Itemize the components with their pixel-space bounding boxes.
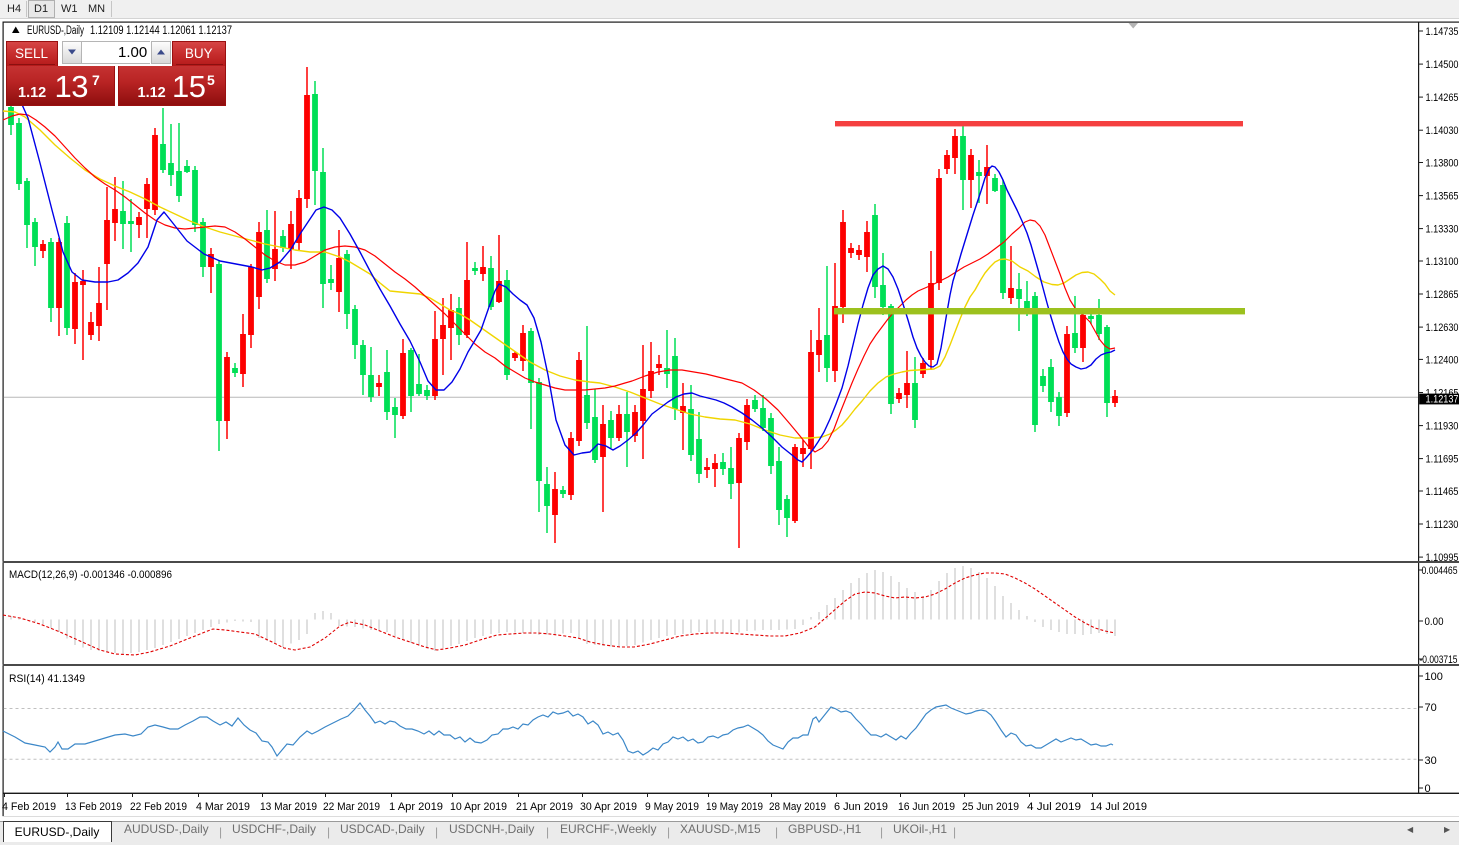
svg-text:21 Apr 2019: 21 Apr 2019 <box>516 801 573 813</box>
svg-text:6 Jun 2019: 6 Jun 2019 <box>834 801 888 813</box>
svg-text:16 Jun 2019: 16 Jun 2019 <box>898 801 955 813</box>
svg-text:1.13800: 1.13800 <box>1426 158 1459 170</box>
svg-text:1.12137: 1.12137 <box>1426 394 1459 406</box>
svg-text:1.13100: 1.13100 <box>1426 256 1459 268</box>
svg-text:-0.003715: -0.003715 <box>1420 654 1458 666</box>
svg-text:EURUSD-,Daily: EURUSD-,Daily <box>27 25 84 37</box>
svg-text:30: 30 <box>1425 755 1437 767</box>
svg-text:22 Mar 2019: 22 Mar 2019 <box>323 801 380 813</box>
svg-text:13 Mar 2019: 13 Mar 2019 <box>260 801 317 813</box>
svg-text:30 Apr 2019: 30 Apr 2019 <box>580 801 637 813</box>
svg-text:28 May 2019: 28 May 2019 <box>769 801 826 813</box>
svg-text:0: 0 <box>1425 783 1431 795</box>
svg-text:70: 70 <box>1425 702 1437 714</box>
svg-text:RSI(14) 41.1349: RSI(14) 41.1349 <box>9 673 85 685</box>
svg-text:1.12400: 1.12400 <box>1426 354 1459 366</box>
svg-text:25 Jun 2019: 25 Jun 2019 <box>962 801 1019 813</box>
svg-text:1.14735: 1.14735 <box>1426 26 1459 38</box>
svg-text:1.11930: 1.11930 <box>1426 421 1459 433</box>
svg-text:1.13565: 1.13565 <box>1426 191 1459 203</box>
svg-text:1.12630: 1.12630 <box>1426 322 1459 334</box>
svg-text:1.14030: 1.14030 <box>1426 125 1459 137</box>
svg-text:14 Jul 2019: 14 Jul 2019 <box>1090 801 1147 813</box>
svg-text:1.14265: 1.14265 <box>1426 92 1459 104</box>
svg-text:1.10995: 1.10995 <box>1426 552 1459 564</box>
svg-text:1.14500: 1.14500 <box>1426 59 1459 71</box>
svg-text:22 Feb 2019: 22 Feb 2019 <box>130 801 187 813</box>
svg-text:10 Apr 2019: 10 Apr 2019 <box>450 801 507 813</box>
svg-text:1.13330: 1.13330 <box>1426 224 1459 236</box>
svg-text:1.11230: 1.11230 <box>1426 519 1459 531</box>
svg-text:MACD(12,26,9) -0.001346 -0.000: MACD(12,26,9) -0.001346 -0.000896 <box>9 569 172 581</box>
svg-text:1.11465: 1.11465 <box>1426 486 1459 498</box>
svg-text:13 Feb 2019: 13 Feb 2019 <box>65 801 122 813</box>
svg-text:1.12109 1.12144 1.12061 1.1213: 1.12109 1.12144 1.12061 1.12137 <box>90 25 232 37</box>
svg-text:0.004465: 0.004465 <box>1422 565 1458 577</box>
svg-text:4 Jul 2019: 4 Jul 2019 <box>1027 801 1081 813</box>
svg-text:1.12865: 1.12865 <box>1426 289 1459 301</box>
svg-text:4 Feb 2019: 4 Feb 2019 <box>2 801 56 813</box>
svg-text:4 Mar 2019: 4 Mar 2019 <box>196 801 250 813</box>
svg-text:9 May 2019: 9 May 2019 <box>645 801 699 813</box>
svg-text:0.00: 0.00 <box>1425 616 1444 628</box>
svg-text:19 May 2019: 19 May 2019 <box>706 801 763 813</box>
svg-text:100: 100 <box>1425 671 1443 683</box>
svg-text:1 Apr 2019: 1 Apr 2019 <box>389 801 443 813</box>
svg-text:1.11695: 1.11695 <box>1426 454 1459 466</box>
